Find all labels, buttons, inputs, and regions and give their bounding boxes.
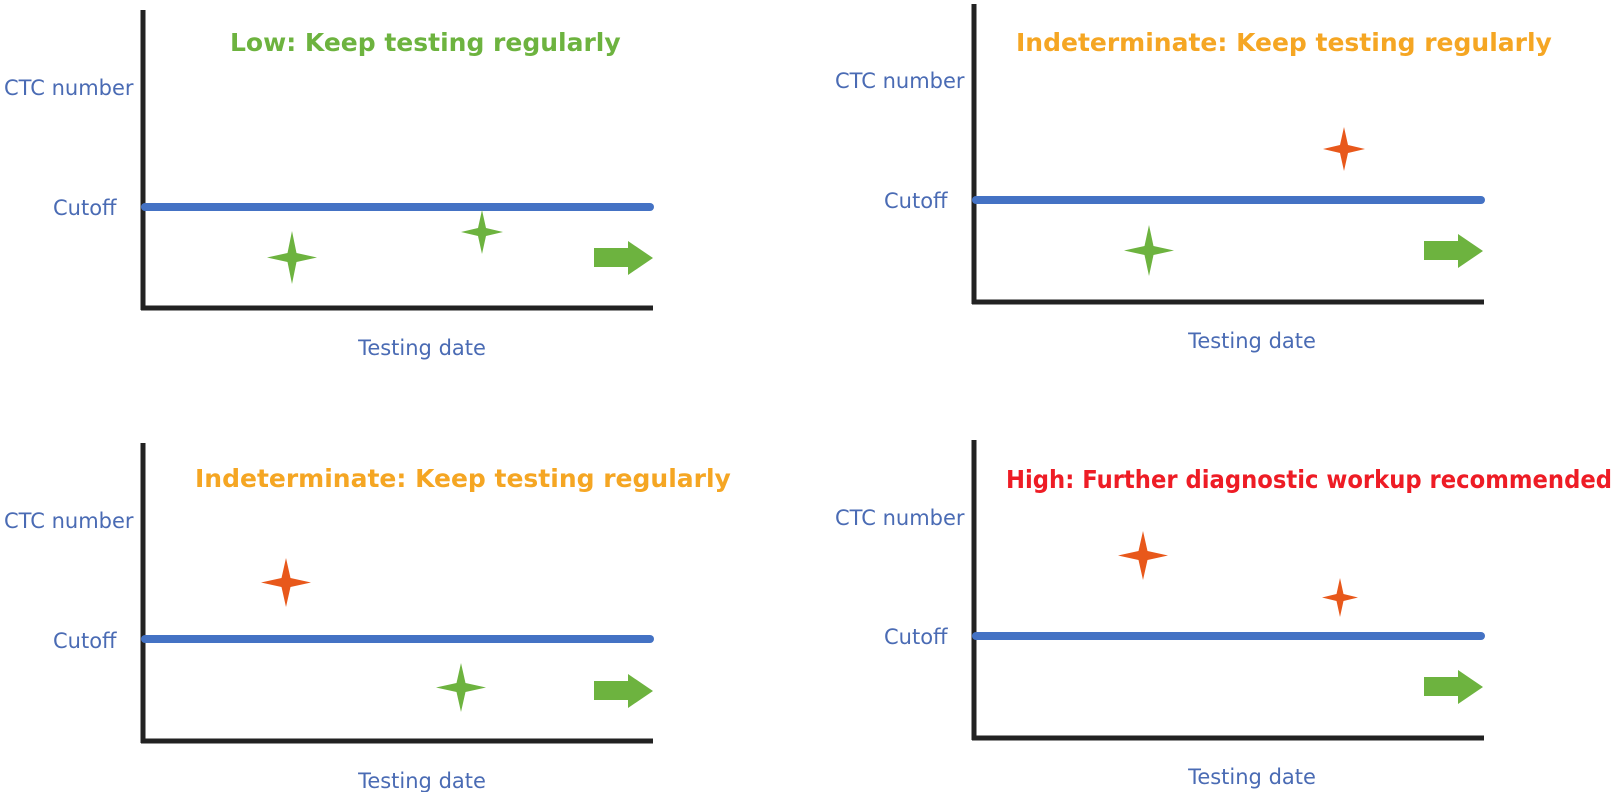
cutoff-label: Cutoff <box>53 629 117 653</box>
right-arrow-icon <box>594 674 653 708</box>
four-point-star-icon <box>267 231 317 284</box>
x-axis-label: Testing date <box>1187 765 1316 789</box>
panel-low: Low: Keep testing regularly CTC number C… <box>4 10 654 360</box>
panel-title: Low: Keep testing regularly <box>230 28 621 57</box>
four-point-star-icon <box>261 558 311 607</box>
four-point-star-icon <box>1118 531 1168 580</box>
right-arrow-icon <box>1424 234 1483 268</box>
four-point-star-icon <box>1124 225 1174 276</box>
four-point-star-icon <box>1322 578 1358 617</box>
panel-title: Indeterminate: Keep testing regularly <box>195 464 731 493</box>
panel-title: Indeterminate: Keep testing regularly <box>1016 28 1552 57</box>
panel-high: High: Further diagnostic workup recommen… <box>835 440 1612 789</box>
y-axis-label: CTC number <box>4 509 134 533</box>
four-point-star-icon <box>436 663 486 712</box>
x-axis-label: Testing date <box>357 769 486 792</box>
y-axis-label: CTC number <box>4 76 134 100</box>
y-axis-label: CTC number <box>835 506 965 530</box>
panel-indeterminate-2: Indeterminate: Keep testing regularly CT… <box>4 443 731 792</box>
four-point-star-icon <box>461 210 503 254</box>
panel-indeterminate-1: Indeterminate: Keep testing regularly CT… <box>835 4 1552 353</box>
x-axis-label: Testing date <box>357 336 486 360</box>
right-arrow-icon <box>1424 670 1483 704</box>
cutoff-label: Cutoff <box>884 189 948 213</box>
y-axis-label: CTC number <box>835 69 965 93</box>
cutoff-label: Cutoff <box>53 196 117 220</box>
panel-title: High: Further diagnostic workup recommen… <box>1006 465 1612 494</box>
right-arrow-icon <box>594 241 653 275</box>
cutoff-label: Cutoff <box>884 625 948 649</box>
four-point-star-icon <box>1323 127 1365 171</box>
x-axis-label: Testing date <box>1187 329 1316 353</box>
